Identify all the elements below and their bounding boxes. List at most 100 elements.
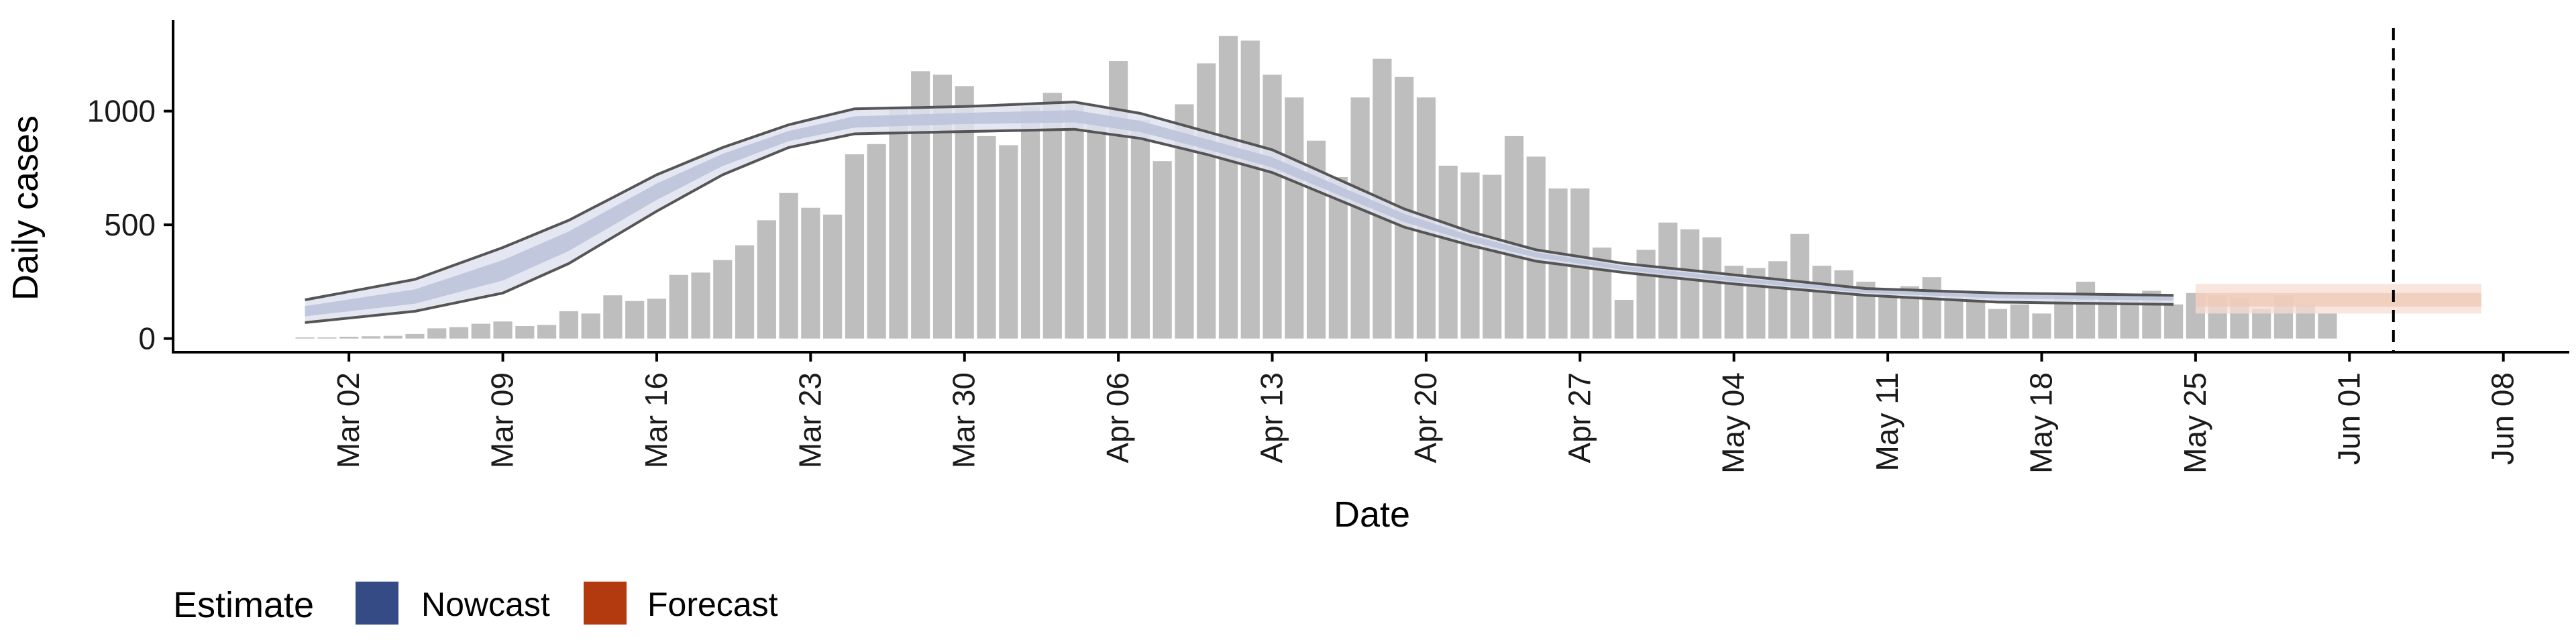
bar xyxy=(1109,61,1128,339)
bar xyxy=(647,299,667,339)
bar xyxy=(823,214,843,339)
bar xyxy=(2010,304,2029,339)
bar xyxy=(2032,313,2051,339)
bar xyxy=(1680,229,1700,339)
bar xyxy=(691,272,710,339)
bar xyxy=(757,220,776,339)
bar xyxy=(471,323,490,339)
x-axis-title: Date xyxy=(1334,494,1410,535)
bar xyxy=(779,193,798,339)
bar xyxy=(559,311,578,339)
bar xyxy=(735,245,755,339)
x-tick-label: Apr 27 xyxy=(1562,372,1597,464)
bar xyxy=(1812,266,1831,339)
bar xyxy=(1087,120,1106,339)
bar xyxy=(1438,165,1458,339)
x-tick-label: May 04 xyxy=(1716,372,1751,474)
bar xyxy=(713,260,733,339)
x-tick-label: Mar 09 xyxy=(485,372,520,468)
y-ticks: 0 500 1000 xyxy=(87,94,173,356)
bar xyxy=(1614,300,1633,339)
bar xyxy=(1130,120,1150,339)
bar xyxy=(1065,104,1084,339)
bar xyxy=(339,336,359,339)
bar xyxy=(1504,136,1524,339)
legend-swatch-nowcast xyxy=(356,582,398,625)
x-tick-label: Apr 06 xyxy=(1100,372,1135,464)
bar xyxy=(2164,304,2184,339)
bar xyxy=(1218,36,1238,339)
bar xyxy=(1152,161,1172,339)
bar xyxy=(427,328,447,339)
bar xyxy=(1328,176,1348,339)
nowcast-lower-line xyxy=(305,127,2174,324)
x-tick-label: May 25 xyxy=(2178,372,2212,474)
bar xyxy=(889,106,908,339)
x-tick-label: May 18 xyxy=(2024,372,2059,474)
bar xyxy=(625,301,645,339)
bar xyxy=(1483,174,1502,339)
bar xyxy=(1636,250,1656,339)
bar xyxy=(1834,270,1854,339)
bar xyxy=(317,337,337,339)
bar xyxy=(2076,281,2096,339)
legend-label-forecast: Forecast xyxy=(647,586,778,623)
bar xyxy=(1197,63,1216,339)
x-tick-label: Mar 23 xyxy=(792,372,827,468)
y-tick-label: 500 xyxy=(104,207,156,242)
bar xyxy=(845,154,864,339)
bar xyxy=(669,274,688,339)
legend-title: Estimate xyxy=(173,585,314,625)
bar xyxy=(977,136,996,339)
bar xyxy=(383,335,402,339)
bar xyxy=(493,321,513,339)
bar xyxy=(1768,261,1788,339)
bar xyxy=(1658,222,1678,339)
bar xyxy=(1460,172,1480,339)
bar xyxy=(1878,292,1898,339)
x-tick-label: Mar 30 xyxy=(947,372,981,468)
bar xyxy=(603,295,623,339)
x-tick-label: Apr 13 xyxy=(1254,372,1289,464)
bar xyxy=(1020,106,1040,339)
bar xyxy=(2252,309,2271,339)
axes: 0 500 1000 Mar 02 Mar 09 Mar 16 Mar 23 Mar 30 A… xyxy=(87,20,2569,474)
bar xyxy=(2318,313,2337,339)
bar xyxy=(1263,74,1282,339)
bar xyxy=(361,336,381,339)
forecast-band-inner xyxy=(2195,292,2481,307)
bar xyxy=(1285,97,1304,339)
x-tick-label: May 11 xyxy=(1870,372,1904,471)
y-tick-label: 1000 xyxy=(87,94,156,129)
bar xyxy=(1350,97,1370,339)
bar xyxy=(581,313,600,339)
bar xyxy=(1702,237,1722,339)
x-tick-label: Jun 08 xyxy=(2485,372,2520,465)
bar xyxy=(537,325,557,339)
legend-label-nowcast: Nowcast xyxy=(421,586,550,623)
bar xyxy=(801,207,820,339)
legend: Estimate Nowcast Forecast xyxy=(173,582,778,625)
bars-group xyxy=(295,36,2337,339)
x-tick-label: Jun 01 xyxy=(2331,372,2366,465)
bar xyxy=(867,144,886,339)
bar xyxy=(405,333,425,339)
nowcast-band-inner xyxy=(305,110,2174,317)
bands-group xyxy=(305,101,2481,324)
x-tick-label: Apr 20 xyxy=(1408,372,1443,464)
bar xyxy=(1042,93,1062,339)
nowcast-upper-line xyxy=(305,101,2174,301)
bar xyxy=(1240,40,1260,339)
x-tick-label: Mar 02 xyxy=(331,372,366,468)
bar xyxy=(449,327,469,339)
plot-area xyxy=(295,28,2481,352)
bar xyxy=(295,337,315,339)
bar xyxy=(1922,277,1941,339)
y-axis-title: Daily cases xyxy=(5,115,46,301)
bar xyxy=(999,145,1018,339)
legend-swatch-forecast xyxy=(584,582,627,625)
x-tick-label: Mar 16 xyxy=(639,372,674,468)
x-ticks: Mar 02 Mar 09 Mar 16 Mar 23 Mar 30 Apr 06 Apr … xyxy=(331,352,2520,474)
